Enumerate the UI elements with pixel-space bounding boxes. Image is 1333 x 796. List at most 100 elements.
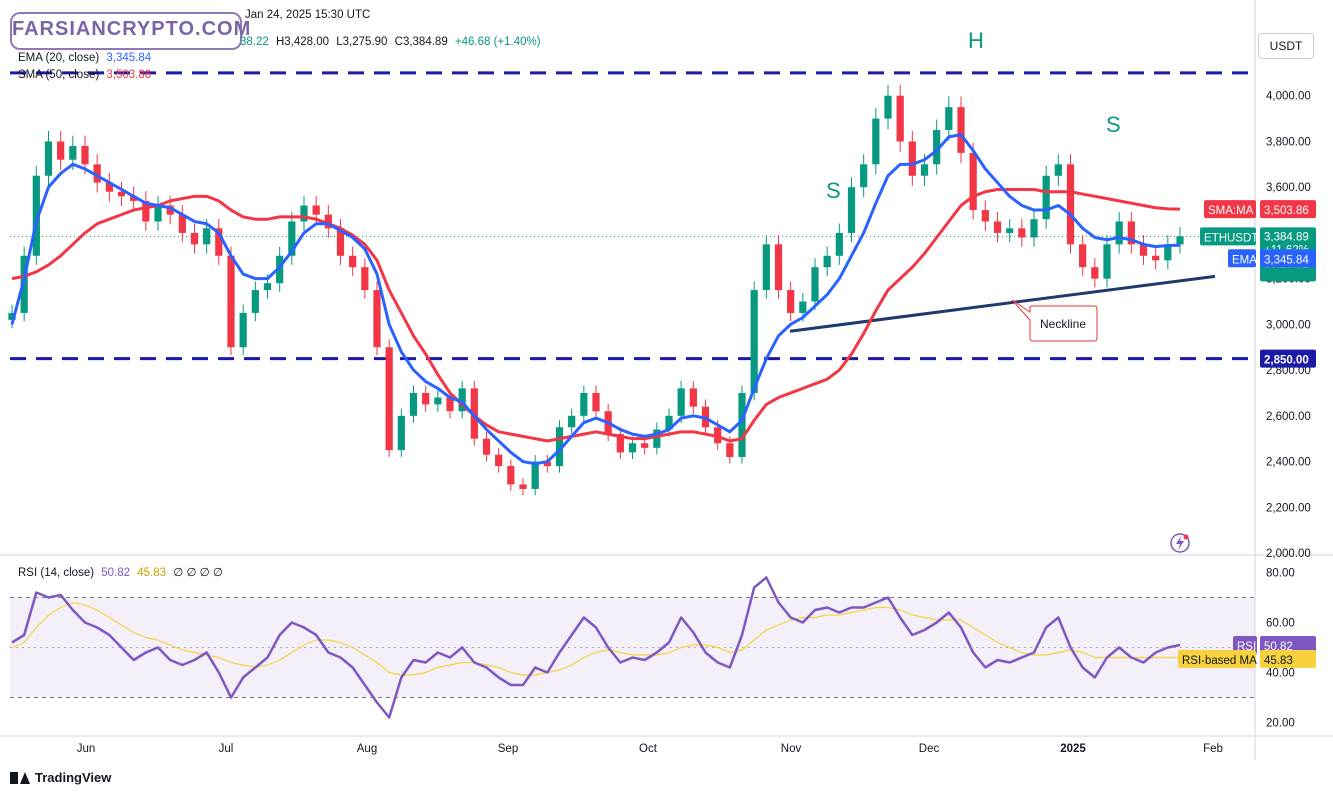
candle-body <box>142 200 150 222</box>
candle-body <box>190 232 199 245</box>
candle-body <box>896 95 904 142</box>
candle-body <box>1079 244 1087 268</box>
rsi-legend-value: 50.82 <box>101 567 131 579</box>
notification-dot <box>1183 534 1189 540</box>
candle-body <box>422 392 430 405</box>
time-tick-label: Feb <box>1203 743 1223 755</box>
candle-body <box>117 191 126 197</box>
candle-body <box>336 228 345 256</box>
head-label: H <box>968 28 984 53</box>
candle-body <box>215 228 223 256</box>
neckline-callout: Neckline <box>1011 299 1098 342</box>
candle-body <box>555 427 564 467</box>
price-badges: SMA:MA3,503.86ETHUSDT3,384.89+11.62%08:2… <box>1170 200 1316 668</box>
sma-legend-value: 3,503.86 <box>106 69 152 81</box>
candle-body <box>531 461 539 489</box>
rsi-legend[interactable]: RSI (14, close) 50.82 45.83 ∅ ∅ ∅ ∅ <box>18 567 223 579</box>
candle-body <box>835 232 843 256</box>
candle-body <box>203 228 211 245</box>
tradingview-logo-icon <box>10 771 30 784</box>
rsi-ma-legend-value: 45.83 <box>137 567 167 579</box>
candle-body <box>945 107 953 131</box>
candle-body <box>251 290 259 313</box>
candle-body <box>592 392 600 412</box>
candle-body <box>811 267 819 302</box>
candle-body <box>69 146 77 160</box>
candle-body <box>653 429 661 448</box>
left-shoulder-label: S <box>826 178 841 203</box>
candle-body <box>762 244 770 291</box>
candle-body <box>787 290 795 313</box>
rsi-ma-line <box>11 601 1180 676</box>
rsi-tick-label: 80.00 <box>1266 568 1295 580</box>
ema-name-badge-bg <box>1228 249 1256 268</box>
lightning-circle <box>1170 533 1190 553</box>
rsi-tick-label: 60.00 <box>1266 618 1295 630</box>
candle-body <box>385 347 393 451</box>
candle-body <box>1176 236 1184 245</box>
rsi-empty-values: ∅ ∅ ∅ ∅ <box>173 567 223 579</box>
support-badge-bg <box>1260 349 1316 368</box>
rsi-ma-value-badge: 45.83 <box>1264 655 1293 667</box>
ema-value-badge-bg <box>1260 249 1316 268</box>
candle-body <box>397 415 405 451</box>
candle-body <box>239 312 247 348</box>
candle-body <box>1152 255 1160 261</box>
candle-body <box>908 141 916 176</box>
currency-selector[interactable]: USDT <box>1258 33 1314 59</box>
candle-body <box>933 130 941 165</box>
sma-50-line <box>11 187 1181 443</box>
candle-body <box>543 461 551 467</box>
candle-body <box>227 255 235 348</box>
candle-body <box>665 415 673 430</box>
rsi-value-badge-bg <box>1260 636 1316 654</box>
candle-body <box>750 290 758 393</box>
candle-body <box>154 205 162 222</box>
annotations: S H S Neckline <box>826 28 1121 342</box>
header-date: Jan 24, 2025 15:30 UTC <box>245 9 371 21</box>
ema-20-line <box>10 133 1181 466</box>
footer-brand[interactable]: TradingView <box>10 770 111 785</box>
sma-name-badge: SMA:MA <box>1208 205 1254 217</box>
candle-body <box>178 214 186 233</box>
candle-body <box>957 107 965 153</box>
sma-value-badge: 3,503.86 <box>1264 205 1309 217</box>
symbol-badge: ETHUSDT <box>1204 232 1258 244</box>
candle-body <box>823 255 831 268</box>
ohlc-row: 38.22 H3,428.00 L3,275.90 C3,384.89 +46.… <box>240 36 545 48</box>
candle-body <box>81 146 89 165</box>
time-tick-label: Aug <box>357 743 377 755</box>
watermark-logo: FARSIANCRYPTO.COM <box>10 12 250 50</box>
candle-body <box>458 388 466 412</box>
close-value: C3,384.89 <box>394 36 448 48</box>
time-tick-label: Nov <box>781 743 802 755</box>
candle-body <box>1066 164 1075 245</box>
lightning-icon <box>1170 533 1190 553</box>
candle-body <box>105 182 113 192</box>
candle-body <box>1115 221 1123 245</box>
candle-body <box>1164 244 1172 261</box>
candle-body <box>738 392 746 457</box>
candle-body <box>580 392 588 416</box>
candle-body <box>1018 228 1026 238</box>
candle-body <box>324 214 332 229</box>
candle-body <box>568 415 576 428</box>
rsi-ma-value-badge-bg <box>1260 650 1316 668</box>
candle-body <box>1042 175 1050 220</box>
price-tick-label: 2,000.00 <box>1266 548 1311 560</box>
time-tick-label: Dec <box>919 743 940 755</box>
candle-body <box>32 175 40 256</box>
candle-body <box>860 164 868 188</box>
candle-body <box>93 164 101 183</box>
candle-body <box>920 164 929 176</box>
sma-legend[interactable]: SMA (50, close) 3,503.86 <box>18 69 152 81</box>
rsi-ma-name-badge-bg <box>1178 650 1256 668</box>
ema-legend-value: 3,345.84 <box>106 52 152 64</box>
ema-legend[interactable]: EMA (20, close) 3,345.84 <box>18 52 152 64</box>
candle-body <box>361 267 369 291</box>
rsi-tick-label: 40.00 <box>1266 668 1295 680</box>
candle-body <box>872 118 880 165</box>
candle-body <box>1091 267 1099 279</box>
lightning-bolt <box>1176 536 1184 550</box>
